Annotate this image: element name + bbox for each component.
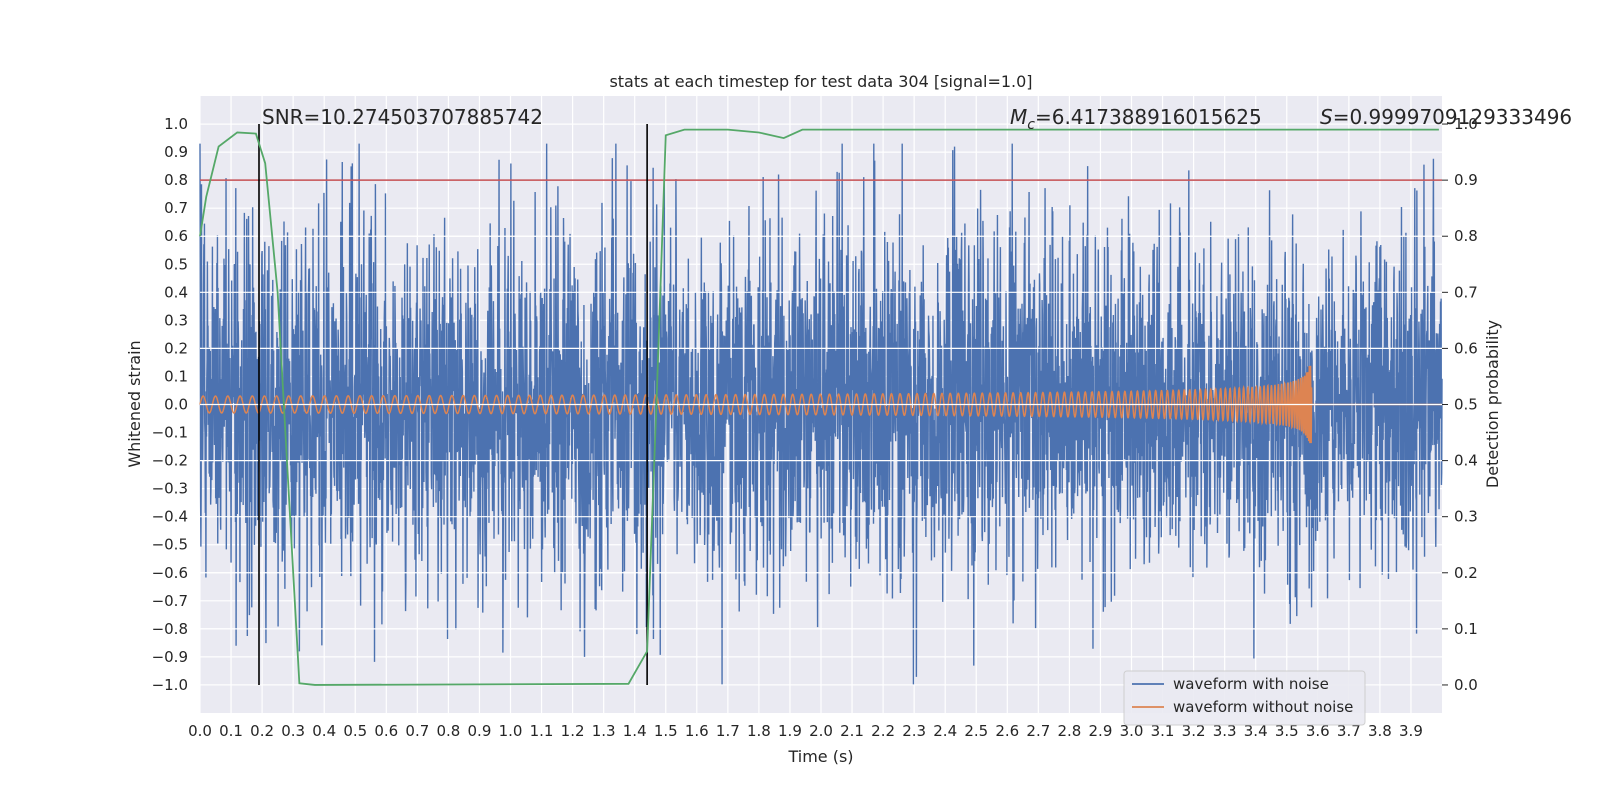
y-tick-label: −0.3 <box>152 480 188 498</box>
x-tick-label: 3.7 <box>1337 722 1361 740</box>
x-tick-label: 0.3 <box>281 722 305 740</box>
detection-statistic-symbol: S <box>1320 105 1333 129</box>
chirp-mass-annotation: Mc=6.417388916015625 <box>1010 105 1262 133</box>
x-tick-label: 3.1 <box>1151 722 1175 740</box>
x-tick-label: 0.0 <box>188 722 212 740</box>
x-tick-label: 1.4 <box>623 722 647 740</box>
x-tick-label: 0.7 <box>405 722 429 740</box>
y2-tick-label: 0.9 <box>1454 171 1478 189</box>
x-tick-label: 2.9 <box>1089 722 1113 740</box>
overlay <box>199 124 1442 686</box>
x-tick-label: 2.3 <box>902 722 926 740</box>
x-tick-label: 1.6 <box>685 722 709 740</box>
x-tick-label: 2.5 <box>964 722 988 740</box>
x-tick-label: 3.0 <box>1120 722 1144 740</box>
x-tick-label: 0.4 <box>312 722 336 740</box>
chirp-mass-value: =6.417388916015625 <box>1035 105 1262 129</box>
x-tick-label: 0.1 <box>219 722 243 740</box>
x-tick-label: 1.1 <box>530 722 554 740</box>
y-tick-label: 0.2 <box>164 339 188 357</box>
x-tick-label: 1.3 <box>592 722 616 740</box>
y2-tick-label: 0.4 <box>1454 452 1478 470</box>
chirp-mass-subscript: c <box>1027 117 1035 133</box>
legend: waveform with noise waveform without noi… <box>1123 670 1366 726</box>
y-tick-label: 0.7 <box>164 199 188 217</box>
snr-annotation: SNR=10.274503707885742 <box>262 105 543 129</box>
legend-label-noise: waveform with noise <box>1173 675 1329 693</box>
x-axis-label: Time (s) <box>787 747 853 766</box>
y2-axis-label: Detection probability <box>1483 320 1502 488</box>
chirp-mass-symbol: M <box>1010 105 1027 129</box>
x-tick-label: 3.4 <box>1244 722 1268 740</box>
y2-tick-label: 0.2 <box>1454 564 1478 582</box>
y2-tick-label: 0.1 <box>1454 620 1478 638</box>
x-tick-label: 1.5 <box>654 722 678 740</box>
y-tick-label: 0.8 <box>164 171 188 189</box>
y-tick-label: 0.5 <box>164 255 188 273</box>
y-tick-label: −0.9 <box>152 648 188 666</box>
x-tick-label: 2.2 <box>871 722 895 740</box>
x-tick-label: 3.3 <box>1213 722 1237 740</box>
chart-title: stats at each timestep for test data 304… <box>609 72 1032 91</box>
y-tick-label: −1.0 <box>152 676 188 694</box>
clean-waveform-line <box>199 365 1442 444</box>
x-tick-label: 2.6 <box>995 722 1019 740</box>
y-tick-label: 0.1 <box>164 367 188 385</box>
series-waveform-without-noise <box>199 365 1442 444</box>
y-tick-labels: 1.0 0.9 0.8 0.7 0.6 0.5 0.4 0.3 0.2 0.1 0.0 −0.1 −0.… <box>152 115 188 694</box>
x-tick-label: 3.8 <box>1368 722 1392 740</box>
x-tick-label: 1.8 <box>747 722 771 740</box>
x-tick-label: 3.9 <box>1399 722 1423 740</box>
y-tick-label: 0.0 <box>164 396 188 414</box>
x-tick-label: 2.8 <box>1057 722 1081 740</box>
y-tick-label: 0.4 <box>164 283 188 301</box>
y-axis-label: Whitened strain <box>125 340 144 467</box>
x-tick-label: 2.0 <box>809 722 833 740</box>
y-tick-label: −0.6 <box>152 564 188 582</box>
x-tick-label: 0.2 <box>250 722 274 740</box>
y2-tick-label: 0.8 <box>1454 227 1478 245</box>
y-tick-label: −0.1 <box>152 424 188 442</box>
y2-tick-label: 0.3 <box>1454 508 1478 526</box>
y-tick-label: 1.0 <box>164 115 188 133</box>
x-tick-label: 1.2 <box>561 722 585 740</box>
y-tick-label: −0.5 <box>152 536 188 554</box>
x-tick-label: 3.5 <box>1275 722 1299 740</box>
y2-tick-label: 0.7 <box>1454 283 1478 301</box>
y-tick-label: 0.3 <box>164 311 188 329</box>
x-tick-label: 0.8 <box>436 722 460 740</box>
detection-statistic-value: =0.9999709129333496 <box>1333 105 1572 129</box>
y-tick-label: 0.6 <box>164 227 188 245</box>
x-tick-label: 1.9 <box>778 722 802 740</box>
x-tick-label: 0.9 <box>468 722 492 740</box>
x-tick-label: 0.5 <box>343 722 367 740</box>
legend-label-clean: waveform without noise <box>1173 698 1353 716</box>
y2-tick-label: 0.5 <box>1454 396 1478 414</box>
detection-probability-line <box>199 128 1439 686</box>
x-tick-label: 1.0 <box>499 722 523 740</box>
y-tick-label: −0.7 <box>152 592 188 610</box>
x-tick-labels: 0.0 0.1 0.2 0.3 0.4 0.5 0.6 0.7 0.8 0.9 1.0 1.1 1.2 1… <box>188 722 1423 740</box>
y-tick-label: 0.9 <box>164 143 188 161</box>
x-tick-label: 1.7 <box>716 722 740 740</box>
y2-tick-label: 1.0 <box>1454 115 1478 133</box>
detection-statistic-annotation: S=0.9999709129333496 <box>1320 105 1572 129</box>
legend-box <box>1123 670 1366 726</box>
y-tick-label: −0.8 <box>152 620 188 638</box>
x-tick-label: 0.6 <box>374 722 398 740</box>
x-tick-label: 3.2 <box>1182 722 1206 740</box>
y2-tick-label: 0.6 <box>1454 339 1478 357</box>
y2-tick-label: 0.0 <box>1454 676 1478 694</box>
y-tick-label: −0.4 <box>152 508 188 526</box>
x-tick-label: 2.4 <box>933 722 957 740</box>
x-tick-label: 3.6 <box>1306 722 1330 740</box>
y-tick-label: −0.2 <box>152 452 188 470</box>
x-tick-label: 2.7 <box>1026 722 1050 740</box>
x-tick-label: 2.1 <box>840 722 864 740</box>
y2-tick-labels: 1.0 0.9 0.8 0.7 0.6 0.5 0.4 0.3 0.2 0.1 0.0 <box>1442 115 1478 694</box>
